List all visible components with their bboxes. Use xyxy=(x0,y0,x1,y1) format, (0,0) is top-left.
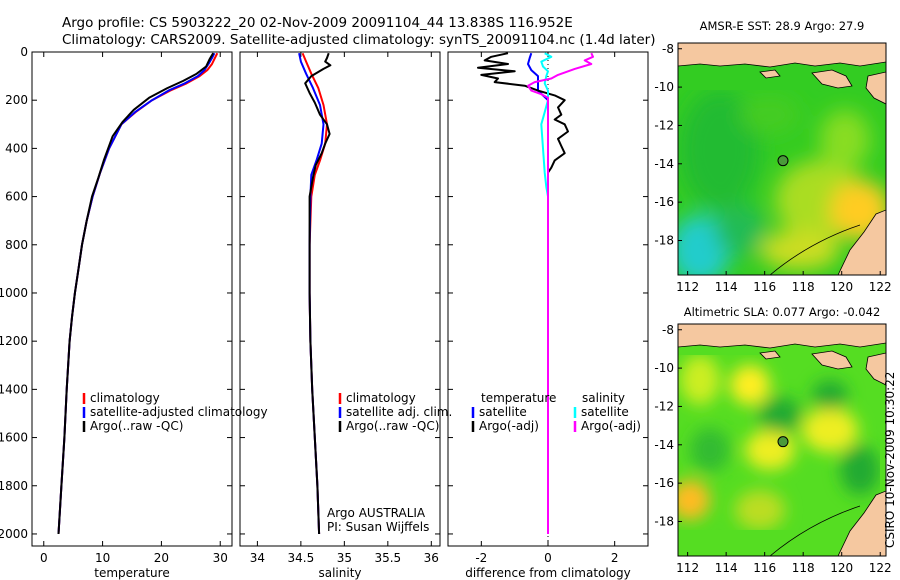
sla-map-ytick-label: -12 xyxy=(654,399,674,413)
sal-xtick-label: 36 xyxy=(424,551,439,565)
diff-legend-temp-title: temperature xyxy=(481,391,556,405)
sal-xtick-label: 35 xyxy=(337,551,352,565)
sla-map-ytick-label: -16 xyxy=(654,476,674,490)
diff-xtick-label: 2 xyxy=(611,551,619,565)
sla-map-title: Altimetric SLA: 0.077 Argo: -0.042 xyxy=(684,305,881,319)
sla-map-ytick-label: -10 xyxy=(654,361,674,375)
header-line-1: Argo profile: CS 5903222_20 02-Nov-2009 … xyxy=(62,15,573,31)
sla-argo-marker xyxy=(777,436,789,448)
sla-map-xtick-label: 116 xyxy=(753,561,776,575)
header-line-2: Climatology: CARS2009. Satellite-adjuste… xyxy=(62,32,655,48)
sst-map-ytick-label: -16 xyxy=(654,195,674,209)
diff-series-cyan xyxy=(540,52,553,534)
sst-map-xtick-label: 122 xyxy=(869,280,892,294)
diff-legend-sal-satellite-label: satellite xyxy=(581,405,629,419)
temp-series-red xyxy=(57,52,219,535)
sst-map-xtick-label: 118 xyxy=(792,280,815,294)
sal-xtick-label: 34 xyxy=(250,551,265,565)
sal-series-blue xyxy=(298,52,325,535)
sst-map-ytick-label: -12 xyxy=(654,118,674,132)
sla-map-xtick-label: 122 xyxy=(869,561,892,575)
diff-legend-sal-argo-label: Argo(-adj) xyxy=(581,419,641,433)
temp-series-black xyxy=(57,52,215,535)
depth-tick-label: 800 xyxy=(5,238,28,252)
sla-map-ytick-label: -8 xyxy=(662,323,674,337)
temp-xtick-label: 30 xyxy=(213,551,228,565)
diff-legend-temp-satellite-label: satellite xyxy=(479,405,527,419)
sst-argo-marker xyxy=(777,155,789,167)
sal-xtick-label: 34.5 xyxy=(288,551,315,565)
diff-xtick-label: 0 xyxy=(544,551,552,565)
sal-legend-satellite-label: satellite adj. clim. xyxy=(346,405,452,419)
diff-legend-temp-argo-label: Argo(-adj) xyxy=(479,419,539,433)
depth-tick-label: 600 xyxy=(5,190,28,204)
sla-map-ytick-label: -14 xyxy=(654,438,674,452)
temp-legend-climatology-label: climatology xyxy=(90,391,160,405)
sst-map-ytick-label: -10 xyxy=(654,80,674,94)
depth-tick-label: 200 xyxy=(5,93,28,107)
sal-axes-frame xyxy=(239,51,441,547)
sst-map-ytick-label: -18 xyxy=(654,233,674,247)
diff-series-blue xyxy=(527,52,549,534)
diff-legend-sal-title: salinity xyxy=(582,391,625,405)
depth-tick-label: 2000 xyxy=(0,527,28,541)
sla-map-xtick-label: 112 xyxy=(676,561,699,575)
depth-tick-label: 0 xyxy=(20,45,28,59)
sla-map-xtick-label: 118 xyxy=(792,561,815,575)
sst-map-frame xyxy=(677,42,887,276)
footer-stamp: CSIRO 10-Nov-2009 10:30:22 xyxy=(883,372,897,548)
sst-map-xtick-label: 112 xyxy=(676,280,699,294)
depth-tick-label: 1800 xyxy=(0,479,28,493)
diff-xlabel: difference from climatology xyxy=(465,566,631,580)
diff-series-magenta xyxy=(527,52,594,534)
sla-map-frame xyxy=(677,323,887,557)
sla-map-xtick-label: 120 xyxy=(830,561,853,575)
sla-map-xtick-label: 114 xyxy=(715,561,738,575)
sal-xtick-label: 35.5 xyxy=(374,551,401,565)
sst-map-ytick-label: -14 xyxy=(654,157,674,171)
temp-legend-satellite-label: satellite-adjusted climatology xyxy=(90,405,268,419)
depth-tick-label: 400 xyxy=(5,141,28,155)
depth-tick-label: 1400 xyxy=(0,382,28,396)
sal-legend-climatology-label: climatology xyxy=(346,391,416,405)
temp-xtick-label: 20 xyxy=(154,551,169,565)
sst-map-xtick-label: 120 xyxy=(830,280,853,294)
temp-legend-argo-label: Argo(..raw -QC) xyxy=(90,419,183,433)
sal-annotation-line2: PI: Susan Wijffels xyxy=(327,520,429,534)
depth-tick-label: 1600 xyxy=(0,431,28,445)
temp-xtick-label: 0 xyxy=(40,551,48,565)
sal-xlabel: salinity xyxy=(318,566,361,580)
sla-map-ytick-label: -18 xyxy=(654,514,674,528)
sst-map-xtick-label: 114 xyxy=(715,280,738,294)
diff-series-black xyxy=(477,52,569,534)
sst-map-title: AMSR-E SST: 28.9 Argo: 27.9 xyxy=(700,19,865,33)
sst-map-field xyxy=(678,43,886,275)
temp-series-blue xyxy=(57,52,216,535)
depth-tick-label: 1000 xyxy=(0,286,28,300)
diff-xtick-label: -2 xyxy=(475,551,487,565)
sst-map-xtick-label: 116 xyxy=(753,280,776,294)
temp-xlabel: temperature xyxy=(94,566,169,580)
sal-annotation-line1: Argo AUSTRALIA xyxy=(327,506,426,520)
depth-tick-label: 1200 xyxy=(0,334,28,348)
temp-axes-frame xyxy=(31,51,233,547)
sst-map-ytick-label: -8 xyxy=(662,42,674,56)
temp-xtick-label: 10 xyxy=(95,551,110,565)
sal-legend-argo-label: Argo(..raw -QC) xyxy=(346,419,439,433)
sal-series-black xyxy=(304,52,332,535)
